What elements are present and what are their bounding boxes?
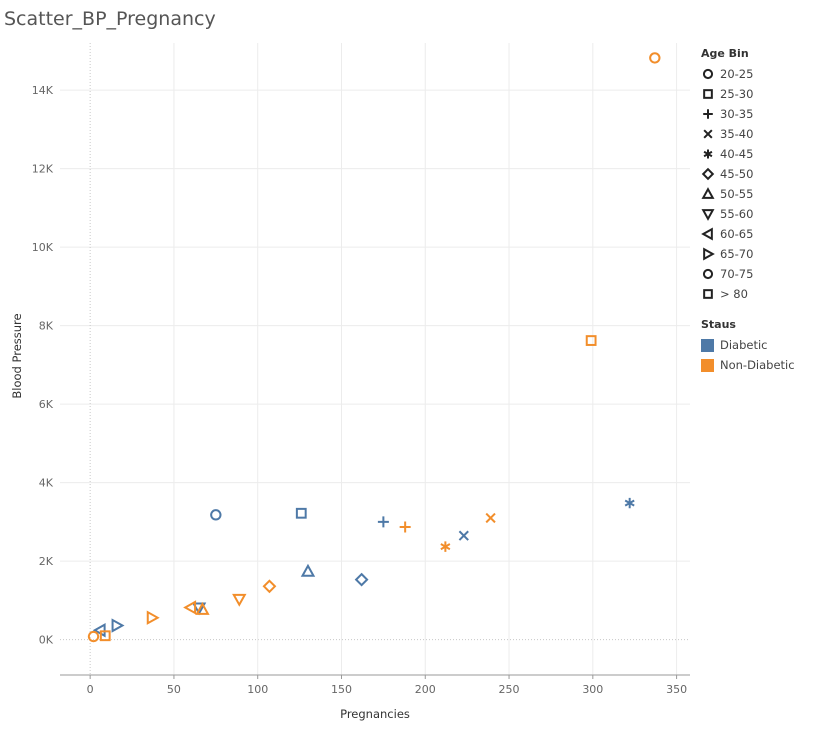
data-point <box>649 52 661 64</box>
data-point <box>440 541 451 552</box>
shape-legend-item: 30-35 <box>701 104 795 124</box>
data-point <box>195 601 210 615</box>
shape-legend-item: 35-40 <box>701 124 795 144</box>
shape-legend-label: 35-40 <box>720 127 754 141</box>
x-tick-label: 150 <box>331 683 352 696</box>
shape-legend-label: 60-65 <box>720 227 754 241</box>
data-point <box>458 530 469 541</box>
shape-legend-label: 40-45 <box>720 147 754 161</box>
x-tick-label: 0 <box>87 683 94 696</box>
y-tick-label: 8K <box>39 320 54 333</box>
y-tick-label: 6K <box>39 398 54 411</box>
y-tick-label: 12K <box>32 163 54 176</box>
shape-legend-label: 20-25 <box>720 67 754 81</box>
shape-legend-item: 65-70 <box>701 244 795 264</box>
x-tick-label: 250 <box>499 683 520 696</box>
shape-legend-item: 25-30 <box>701 84 795 104</box>
chart-title: Scatter_BP_Pregnancy <box>4 8 216 30</box>
data-point <box>87 630 100 643</box>
square-icon <box>703 89 713 99</box>
data-point <box>191 602 207 616</box>
y-tick-label: 10K <box>32 241 54 254</box>
shape-legend-label: 70-75 <box>720 267 754 281</box>
axes: 0K 2K 4K 6K 8K 10K 12K 14K 0 50 100 150 200 250 300 350 <box>32 84 690 696</box>
shape-legend-item: 60-65 <box>701 224 795 244</box>
shape-legend-label: 55-60 <box>720 207 754 221</box>
data-point <box>624 497 635 509</box>
diamond-icon <box>701 167 715 181</box>
color-legend-item: Diabetic <box>701 335 795 355</box>
circle-icon <box>702 268 714 280</box>
grid-lines <box>60 43 690 675</box>
data-point <box>99 630 111 642</box>
x-tick-label: 350 <box>666 683 687 696</box>
asterisk-icon <box>703 149 713 159</box>
y-tick-label: 4K <box>39 477 54 490</box>
data-point <box>585 335 597 346</box>
data-point <box>300 563 316 577</box>
x-tick-label: 300 <box>582 683 603 696</box>
cross-icon <box>703 129 713 139</box>
shape-legend-item: 70-75 <box>701 264 795 284</box>
data-point <box>92 623 106 638</box>
shape-legend-item: 45-50 <box>701 164 795 184</box>
color-legend-label: Diabetic <box>720 338 768 352</box>
color-legend-label: Non-Diabetic <box>720 358 795 372</box>
shape-legend-label: 25-30 <box>720 87 754 101</box>
y-tick-label: 14K <box>32 84 54 97</box>
color-legend-title: Staus <box>701 318 736 331</box>
data-point <box>399 521 411 533</box>
square-icon <box>703 289 713 299</box>
shape-legend: 20-25 25-30 30-35 35-40 40-45 45-50 50-55 55-60… <box>701 64 795 304</box>
color-legend: Diabetic Non-Diabetic <box>701 335 795 375</box>
shape-legend-title: Age Bin <box>701 47 749 60</box>
circle-icon <box>702 68 714 80</box>
x-tick-label: 100 <box>247 683 268 696</box>
y-axis-label: Blood Pressure <box>10 313 24 398</box>
color-swatch <box>701 358 714 372</box>
shape-legend-item: 20-25 <box>701 64 795 84</box>
plus-icon <box>703 109 713 119</box>
shape-legend-label: > 80 <box>720 287 748 301</box>
shape-legend-item: 55-60 <box>701 204 795 224</box>
data-point <box>111 618 125 633</box>
shape-legend-item: 50-55 <box>701 184 795 204</box>
data-point <box>146 610 160 625</box>
legend: Age Bin 20-25 25-30 30-35 35-40 40-45 45-50 50… <box>701 47 795 375</box>
x-tick-label: 50 <box>167 683 181 696</box>
shape-legend-label: 45-50 <box>720 167 754 181</box>
x-tick-label: 200 <box>415 683 436 696</box>
triangle-up-icon <box>701 187 715 199</box>
shape-legend-item: 40-45 <box>701 144 795 164</box>
data-point <box>377 516 389 528</box>
x-axis-label: Pregnancies <box>340 707 410 721</box>
color-legend-item: Non-Diabetic <box>701 355 795 375</box>
data-points <box>87 52 661 643</box>
color-swatch <box>701 338 714 352</box>
triangle-right-icon <box>703 247 715 261</box>
shape-legend-label: 65-70 <box>720 247 754 261</box>
data-point <box>262 579 277 594</box>
y-tick-label: 0K <box>39 634 54 647</box>
shape-legend-label: 50-55 <box>720 187 754 201</box>
data-point <box>295 507 307 519</box>
data-point <box>210 509 222 521</box>
shape-legend-label: 30-35 <box>720 107 754 121</box>
shape-legend-item: > 80 <box>701 284 795 304</box>
triangle-left-icon <box>701 227 713 241</box>
triangle-down-icon <box>701 209 715 221</box>
data-point <box>183 600 197 615</box>
data-point <box>354 572 369 587</box>
y-tick-label: 2K <box>39 555 54 568</box>
data-point <box>232 593 247 607</box>
data-point <box>485 512 496 524</box>
